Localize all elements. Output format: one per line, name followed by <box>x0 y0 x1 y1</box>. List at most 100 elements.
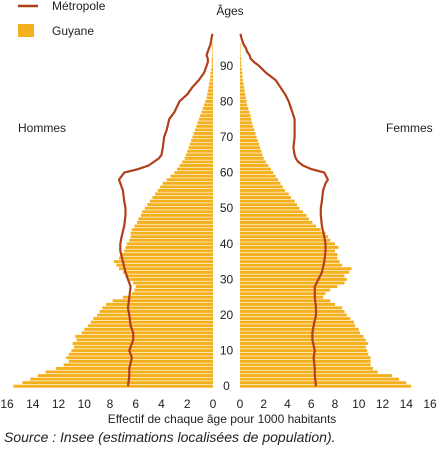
bar-hommes-age-78 <box>202 107 213 110</box>
bar-femmes-age-62 <box>240 164 269 167</box>
bar-hommes-age-76 <box>200 114 213 118</box>
bar-hommes-age-36 <box>119 256 213 260</box>
bar-femmes-age-36 <box>240 256 338 260</box>
bar-hommes-age-45 <box>134 224 213 228</box>
bar-hommes-age-34 <box>116 263 213 267</box>
age-tick-30: 30 <box>220 272 234 286</box>
bar-femmes-age-63 <box>240 160 267 164</box>
bar-hommes-age-11 <box>73 345 213 349</box>
bar-hommes-age-9 <box>68 352 213 356</box>
bar-femmes-age-14 <box>240 334 364 338</box>
bar-hommes-age-56 <box>160 185 213 189</box>
age-axis: 0 10 20 30 40 50 60 70 80 90 <box>220 59 234 393</box>
bar-femmes-age-68 <box>240 142 259 146</box>
bar-hommes-age-3 <box>37 374 214 377</box>
bar-hommes-age-16 <box>84 327 213 331</box>
bar-femmes-age-75 <box>240 117 252 121</box>
bar-hommes-age-71 <box>193 132 213 135</box>
x-tick-hommes-10: 10 <box>78 397 92 411</box>
bar-femmes-age-35 <box>240 260 340 264</box>
x-tick-hommes-16: 16 <box>0 397 14 411</box>
bar-hommes-age-55 <box>157 188 213 192</box>
bar-hommes-age-66 <box>187 149 213 153</box>
bar-femmes-age-54 <box>240 192 289 196</box>
x-tick-femmes-16: 16 <box>423 397 437 411</box>
bar-femmes-age-88 <box>240 71 243 75</box>
bar-hommes-age-33 <box>119 267 213 271</box>
bar-femmes-age-44 <box>240 228 321 232</box>
bar-hommes-age-86 <box>209 78 213 82</box>
x-tick-femmes-2: 2 <box>260 397 267 411</box>
bar-hommes-age-79 <box>203 103 213 107</box>
population-pyramid-chart: Métropole Guyane Hommes Femmes Âges 0 10 2… <box>0 0 437 426</box>
bar-hommes-age-28 <box>135 285 213 288</box>
bar-hommes-age-27 <box>134 288 213 292</box>
x-axis-title: Effectif de chaque âge pour 1000 habitan… <box>108 412 337 426</box>
bar-hommes-age-61 <box>176 167 213 171</box>
bar-hommes-age-46 <box>137 221 213 224</box>
bar-femmes-age-56 <box>240 185 283 189</box>
bar-femmes-age-77 <box>240 110 250 114</box>
bar-hommes-age-49 <box>142 210 213 214</box>
bar-hommes-age-19 <box>93 317 213 321</box>
x-tick-femmes-14: 14 <box>400 397 414 411</box>
x-axis-femmes: 16 14 12 10 8 6 4 2 0 <box>237 397 437 411</box>
bar-femmes-age-83 <box>240 89 245 93</box>
age-tick-40: 40 <box>220 237 234 251</box>
bar-hommes-age-32 <box>122 270 213 274</box>
bar-hommes-age-51 <box>147 203 213 207</box>
bar-hommes-age-84 <box>208 85 213 89</box>
bar-hommes-age-31 <box>125 274 213 278</box>
bar-hommes-age-74 <box>197 121 213 125</box>
bar-hommes-age-0 <box>13 384 213 388</box>
bar-femmes-age-11 <box>240 345 366 349</box>
bar-femmes-age-39 <box>240 245 339 249</box>
bar-femmes-age-45 <box>240 224 316 228</box>
bar-hommes-age-14 <box>75 334 213 338</box>
bar-hommes-age-5 <box>55 366 213 370</box>
bar-femmes-age-80 <box>240 99 247 103</box>
bar-hommes-age-41 <box>129 238 213 242</box>
bar-femmes-age-82 <box>240 92 246 96</box>
bars-femmes <box>240 43 411 388</box>
source-note: Source : Insee (estimations localisées d… <box>4 429 336 445</box>
bar-femmes-age-74 <box>240 121 252 125</box>
bar-femmes-age-6 <box>240 363 371 367</box>
bar-femmes-age-78 <box>240 107 249 110</box>
bar-femmes-age-34 <box>240 263 343 267</box>
bar-hommes-age-15 <box>81 331 213 335</box>
bar-hommes-age-20 <box>97 313 213 317</box>
bar-femmes-age-59 <box>240 174 276 178</box>
bar-hommes-age-50 <box>144 206 213 210</box>
bar-femmes-age-32 <box>240 270 350 274</box>
bar-hommes-age-69 <box>191 139 213 143</box>
bar-femmes-age-70 <box>240 135 257 139</box>
bar-hommes-age-53 <box>152 196 213 199</box>
legend: Métropole Guyane <box>18 0 106 38</box>
x-tick-femmes-10: 10 <box>352 397 366 411</box>
bar-femmes-age-87 <box>240 75 243 78</box>
bar-femmes-age-55 <box>240 188 286 192</box>
bar-hommes-age-59 <box>170 174 213 178</box>
bar-femmes-age-1 <box>240 381 407 385</box>
x-tick-femmes-8: 8 <box>332 397 339 411</box>
bar-hommes-age-30 <box>129 277 213 281</box>
bar-hommes-age-87 <box>210 75 213 78</box>
bar-femmes-age-17 <box>240 324 356 328</box>
right-side-label: Femmes <box>386 121 433 135</box>
bar-hommes-age-67 <box>188 146 213 150</box>
legend-guyane-swatch <box>18 24 34 37</box>
bar-hommes-age-88 <box>210 71 213 75</box>
bar-hommes-age-35 <box>113 260 213 264</box>
bar-hommes-age-64 <box>184 156 213 160</box>
bar-femmes-age-30 <box>240 277 347 281</box>
bar-hommes-age-12 <box>72 342 213 345</box>
bar-femmes-age-28 <box>240 285 338 288</box>
bar-femmes-age-64 <box>240 156 264 160</box>
bar-femmes-age-41 <box>240 238 331 242</box>
bar-femmes-age-90 <box>240 64 242 68</box>
bar-hommes-age-93 <box>212 53 213 57</box>
bar-hommes-age-25 <box>122 295 213 299</box>
bar-hommes-age-83 <box>207 89 213 93</box>
bar-hommes-age-81 <box>206 96 213 100</box>
